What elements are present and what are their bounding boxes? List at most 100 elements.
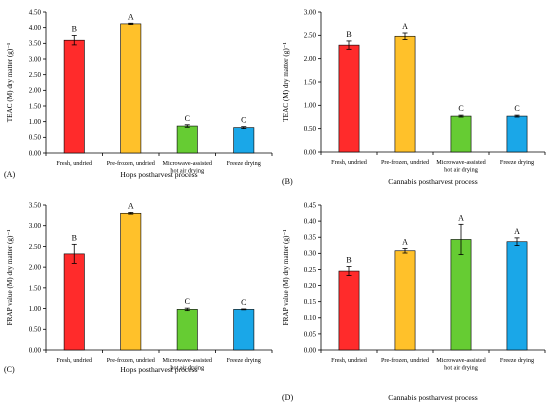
bar <box>120 23 142 154</box>
y-tick-label: 0.00 <box>304 148 317 156</box>
significance-letter: A <box>128 12 134 21</box>
y-tick-label: 3.50 <box>29 201 42 209</box>
chart-panel-4: 0.00 0.05 0.10 0.15 0.20 0.25 0.30 0.35 0.40 0.45… <box>282 201 546 402</box>
y-tick-label: 3.00 <box>29 222 42 230</box>
y-tick-label: 0.20 <box>304 282 317 290</box>
bar <box>394 250 416 351</box>
x-tick-label: Microwave-assisted <box>163 357 213 364</box>
significance-letter: B <box>72 233 77 242</box>
y-tick-label: 0.30 <box>304 250 317 258</box>
bar <box>506 115 528 153</box>
x-tick-label: Microwave-assisted <box>163 160 213 167</box>
panel-label: (D) <box>282 393 293 402</box>
x-tick-label: Pre-frozen, undried <box>381 159 430 166</box>
y-tick-label: 3.00 <box>304 8 317 16</box>
y-tick-label: 1.50 <box>304 78 317 86</box>
y-tick-label: 1.50 <box>29 102 42 110</box>
y-tick-label: 2.50 <box>29 243 42 251</box>
y-tick-label: 0.45 <box>304 201 317 209</box>
bar <box>450 239 472 351</box>
x-tick-label: Fresh, undried <box>331 357 368 364</box>
bar <box>338 270 360 351</box>
x-tick-label: Freeze drying <box>227 357 261 364</box>
significance-letter: C <box>458 104 463 113</box>
bar <box>176 125 198 154</box>
significance-letter: A <box>128 201 134 210</box>
significance-letter: B <box>72 25 77 34</box>
y-tick-label: 4.50 <box>29 8 42 16</box>
y-tick-label: 0.50 <box>304 125 317 133</box>
panel-label: (B) <box>282 177 293 186</box>
x-tick-label: Freeze drying <box>227 160 261 167</box>
x-tick-label: hot air drying <box>444 365 478 372</box>
panel-label: (A) <box>4 170 15 179</box>
x-tick-label: Microwave-assisted <box>436 159 486 166</box>
chart-panel-1: 0.00 0.50 1.00 1.50 2.00 2.50 3.00 3.50 4.00 4.50… <box>4 8 273 179</box>
bar <box>450 115 472 153</box>
significance-letter: A <box>514 227 520 236</box>
bar <box>63 39 85 154</box>
bar <box>506 241 528 351</box>
bar <box>233 127 255 154</box>
significance-letter: C <box>241 298 246 307</box>
y-tick-label: 0.00 <box>29 149 42 157</box>
significance-letter: C <box>514 104 519 113</box>
bar <box>394 35 416 153</box>
y-tick-label: 1.00 <box>29 118 42 126</box>
y-tick-label: 0.35 <box>304 234 317 242</box>
y-axis-label: TEAC (M) dry matter (g)⁻¹ <box>6 43 14 122</box>
y-tick-label: 2.50 <box>29 71 42 79</box>
bar <box>120 212 142 351</box>
x-tick-label: Fresh, undried <box>331 159 368 166</box>
y-tick-label: 1.50 <box>29 284 42 292</box>
x-tick-label: Microwave-assisted <box>436 357 486 364</box>
significance-letter: A <box>402 238 408 247</box>
significance-letter: C <box>185 114 190 123</box>
bar <box>233 309 255 351</box>
y-tick-label: 4.00 <box>29 24 42 32</box>
significance-letter: A <box>458 213 464 222</box>
x-tick-label: Fresh, undried <box>56 357 93 364</box>
y-axis-label: TEAC (M) dry matter (g)⁻¹ <box>282 42 290 121</box>
chart-panel-2: 0.00 0.50 1.00 1.50 2.00 2.50 3.00 B Fresh, undr… <box>282 8 546 186</box>
x-tick-label: hot air drying <box>170 365 204 372</box>
y-tick-label: 0.10 <box>304 314 317 322</box>
y-tick-label: 3.00 <box>29 55 42 63</box>
significance-letter: B <box>346 256 351 265</box>
x-tick-label: Pre-frozen, undried <box>107 357 156 364</box>
y-tick-label: 0.00 <box>304 346 317 354</box>
y-tick-label: 0.40 <box>304 218 317 226</box>
x-tick-label: Pre-frozen, undried <box>107 160 156 167</box>
y-tick-label: 0.05 <box>304 330 317 338</box>
x-axis-label: Hops postharvest process <box>120 170 197 179</box>
y-tick-label: 2.00 <box>29 87 42 95</box>
y-tick-label: 0.15 <box>304 298 317 306</box>
panel-label: (C) <box>4 365 15 374</box>
significance-letter: C <box>241 116 246 125</box>
y-tick-label: 0.25 <box>304 266 317 274</box>
x-axis-label: Hops postharvest process <box>120 365 197 374</box>
x-tick-label: Pre-frozen, undried <box>381 357 430 364</box>
bar <box>63 253 85 351</box>
bar <box>176 309 198 351</box>
y-tick-label: 2.00 <box>304 55 317 63</box>
y-tick-label: 1.00 <box>29 305 42 313</box>
y-tick-label: 0.00 <box>29 346 42 354</box>
y-tick-label: 3.50 <box>29 40 42 48</box>
x-axis-label: Cannabis postharvest process <box>388 393 477 402</box>
y-tick-label: 0.50 <box>29 134 42 142</box>
x-tick-label: Freeze drying <box>500 159 534 166</box>
y-axis-label: FRAP value (M) dry matter (g)⁻¹ <box>6 230 14 326</box>
significance-letter: C <box>185 297 190 306</box>
x-tick-label: Freeze drying <box>500 357 534 364</box>
y-tick-label: 2.50 <box>304 32 317 40</box>
y-tick-label: 1.00 <box>304 102 317 110</box>
chart-panel-3: 0.00 0.50 1.00 1.50 2.00 2.50 3.00 3.50 B Fresh, … <box>4 201 273 374</box>
y-axis-label: FRAP value (M) dry matter (g)⁻¹ <box>282 230 290 326</box>
x-axis-label: Cannabis postharvest process <box>388 177 477 186</box>
significance-letter: A <box>402 22 408 31</box>
y-tick-label: 2.00 <box>29 264 42 272</box>
y-tick-label: 0.50 <box>29 326 42 334</box>
bar <box>338 44 360 153</box>
x-tick-label: hot air drying <box>170 168 204 175</box>
